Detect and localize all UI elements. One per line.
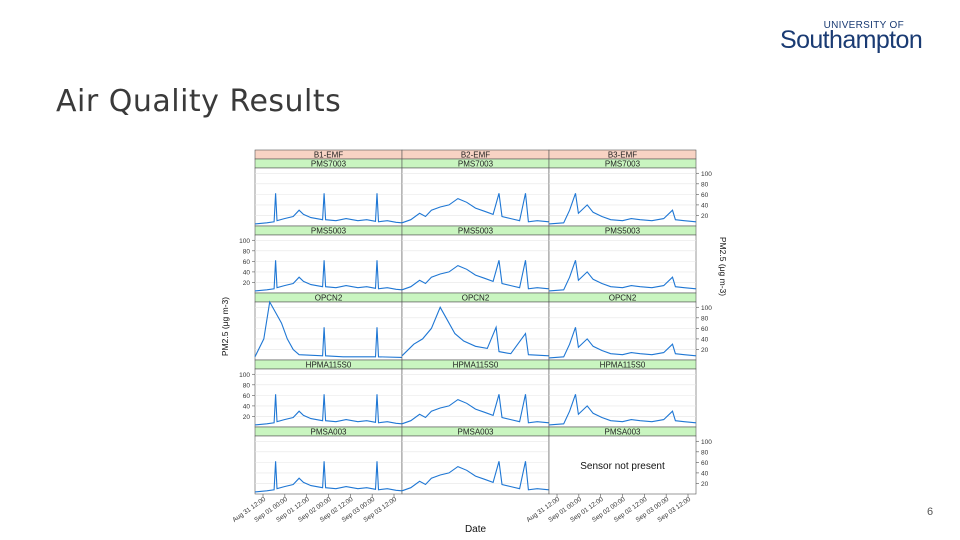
- y-tick-label: 20: [701, 481, 709, 488]
- logo-top-text: UNIVERSITY OF: [823, 20, 904, 31]
- column-strip-label: B3-EMF: [608, 151, 637, 160]
- y-tick-label: 80: [701, 315, 709, 322]
- y-tick-label: 80: [243, 382, 251, 389]
- series-line: [254, 461, 403, 493]
- series-line: [254, 193, 403, 225]
- panel-frame: [401, 301, 550, 361]
- panel-frame: [401, 167, 550, 227]
- y-tick-label: 60: [701, 192, 709, 199]
- y-tick-label: 20: [243, 414, 251, 421]
- row-strip-label: PMS7003: [458, 160, 494, 169]
- panel-frame: [401, 234, 550, 294]
- logo-main-text: Southampton: [780, 26, 923, 54]
- y-tick-label: 40: [701, 202, 709, 209]
- y-tick-label: 100: [701, 439, 712, 446]
- column-strip-label: B2-EMF: [461, 151, 490, 160]
- sensor-not-present-label: Sensor not present: [580, 461, 665, 472]
- series-line: [401, 461, 550, 492]
- row-strip-label: PMS7003: [311, 160, 347, 169]
- row-strip-label: OPCN2: [462, 294, 490, 303]
- row-strip-label: PMSA003: [457, 428, 494, 437]
- series-line: [401, 193, 550, 224]
- series-line: [401, 394, 550, 425]
- series-line: [548, 394, 697, 426]
- panel-frame: [254, 301, 403, 361]
- y-tick-label: 40: [701, 336, 709, 343]
- y-tick-label: 20: [701, 213, 709, 220]
- y-axis-title-right: PM2.5 (μg m-3): [718, 237, 728, 296]
- row-strip-label: HPMA115S0: [600, 361, 646, 370]
- y-tick-label: 40: [701, 470, 709, 477]
- y-tick-label: 20: [701, 347, 709, 354]
- series-line: [254, 300, 403, 358]
- panel-frame: [401, 368, 550, 428]
- series-line: [548, 193, 697, 225]
- slide-title: Air Quality Results: [56, 84, 342, 119]
- y-tick-label: 60: [701, 460, 709, 467]
- series-line: [254, 260, 403, 292]
- y-tick-label: 20: [243, 280, 251, 287]
- column-strip-label: B1-EMF: [314, 151, 343, 160]
- row-strip-label: PMS5003: [458, 227, 494, 236]
- series-line: [548, 260, 697, 292]
- y-tick-label: 40: [243, 403, 251, 410]
- panel-frame: [548, 301, 697, 361]
- series-line: [548, 327, 697, 359]
- row-strip-label: HPMA115S0: [453, 361, 499, 370]
- y-tick-label: 60: [243, 259, 251, 266]
- panel-frame: [401, 435, 550, 495]
- x-axis-title: Date: [465, 524, 487, 535]
- panel-frame: [548, 368, 697, 428]
- y-tick-label: 100: [701, 305, 712, 312]
- row-strip-label: HPMA115S0: [306, 361, 352, 370]
- row-strip-label: PMS5003: [311, 227, 347, 236]
- page-number: 6: [927, 506, 934, 518]
- y-tick-label: 100: [239, 238, 250, 245]
- row-strip-label: OPCN2: [609, 294, 637, 303]
- panel-frame: [548, 167, 697, 227]
- y-tick-label: 60: [701, 326, 709, 333]
- row-strip-label: PMS5003: [605, 227, 641, 236]
- y-tick-label: 100: [239, 372, 250, 379]
- y-tick-label: 60: [243, 393, 251, 400]
- y-tick-label: 80: [701, 181, 709, 188]
- row-strip-label: PMS7003: [605, 160, 641, 169]
- row-strip-label: OPCN2: [315, 294, 343, 303]
- y-axis-title-left: PM2.5 (μg m-3): [220, 297, 230, 356]
- row-strip-label: PMSA003: [604, 428, 641, 437]
- y-tick-label: 80: [243, 248, 251, 255]
- series-line: [401, 260, 550, 291]
- panel-frame: [548, 234, 697, 294]
- row-strip-label: PMSA003: [310, 428, 347, 437]
- series-line: [401, 306, 550, 357]
- panel-frame: [548, 435, 697, 495]
- series-line: [254, 394, 403, 426]
- y-tick-label: 80: [701, 449, 709, 456]
- university-logo: UNIVERSITY OF Southampton: [780, 20, 930, 60]
- y-tick-label: 40: [243, 269, 251, 276]
- y-tick-label: 100: [701, 171, 712, 178]
